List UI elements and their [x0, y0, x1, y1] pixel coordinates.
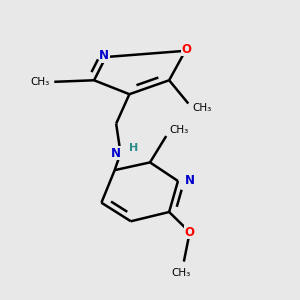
Text: O: O	[182, 43, 192, 56]
Text: N: N	[111, 147, 121, 160]
Text: H: H	[129, 143, 138, 154]
Text: O: O	[185, 226, 195, 238]
Text: CH₃: CH₃	[193, 103, 212, 113]
Text: N: N	[99, 49, 110, 62]
Text: CH₃: CH₃	[171, 268, 190, 278]
Text: CH₃: CH₃	[31, 77, 50, 87]
Text: CH₃: CH₃	[169, 124, 188, 134]
Text: N: N	[185, 175, 195, 188]
